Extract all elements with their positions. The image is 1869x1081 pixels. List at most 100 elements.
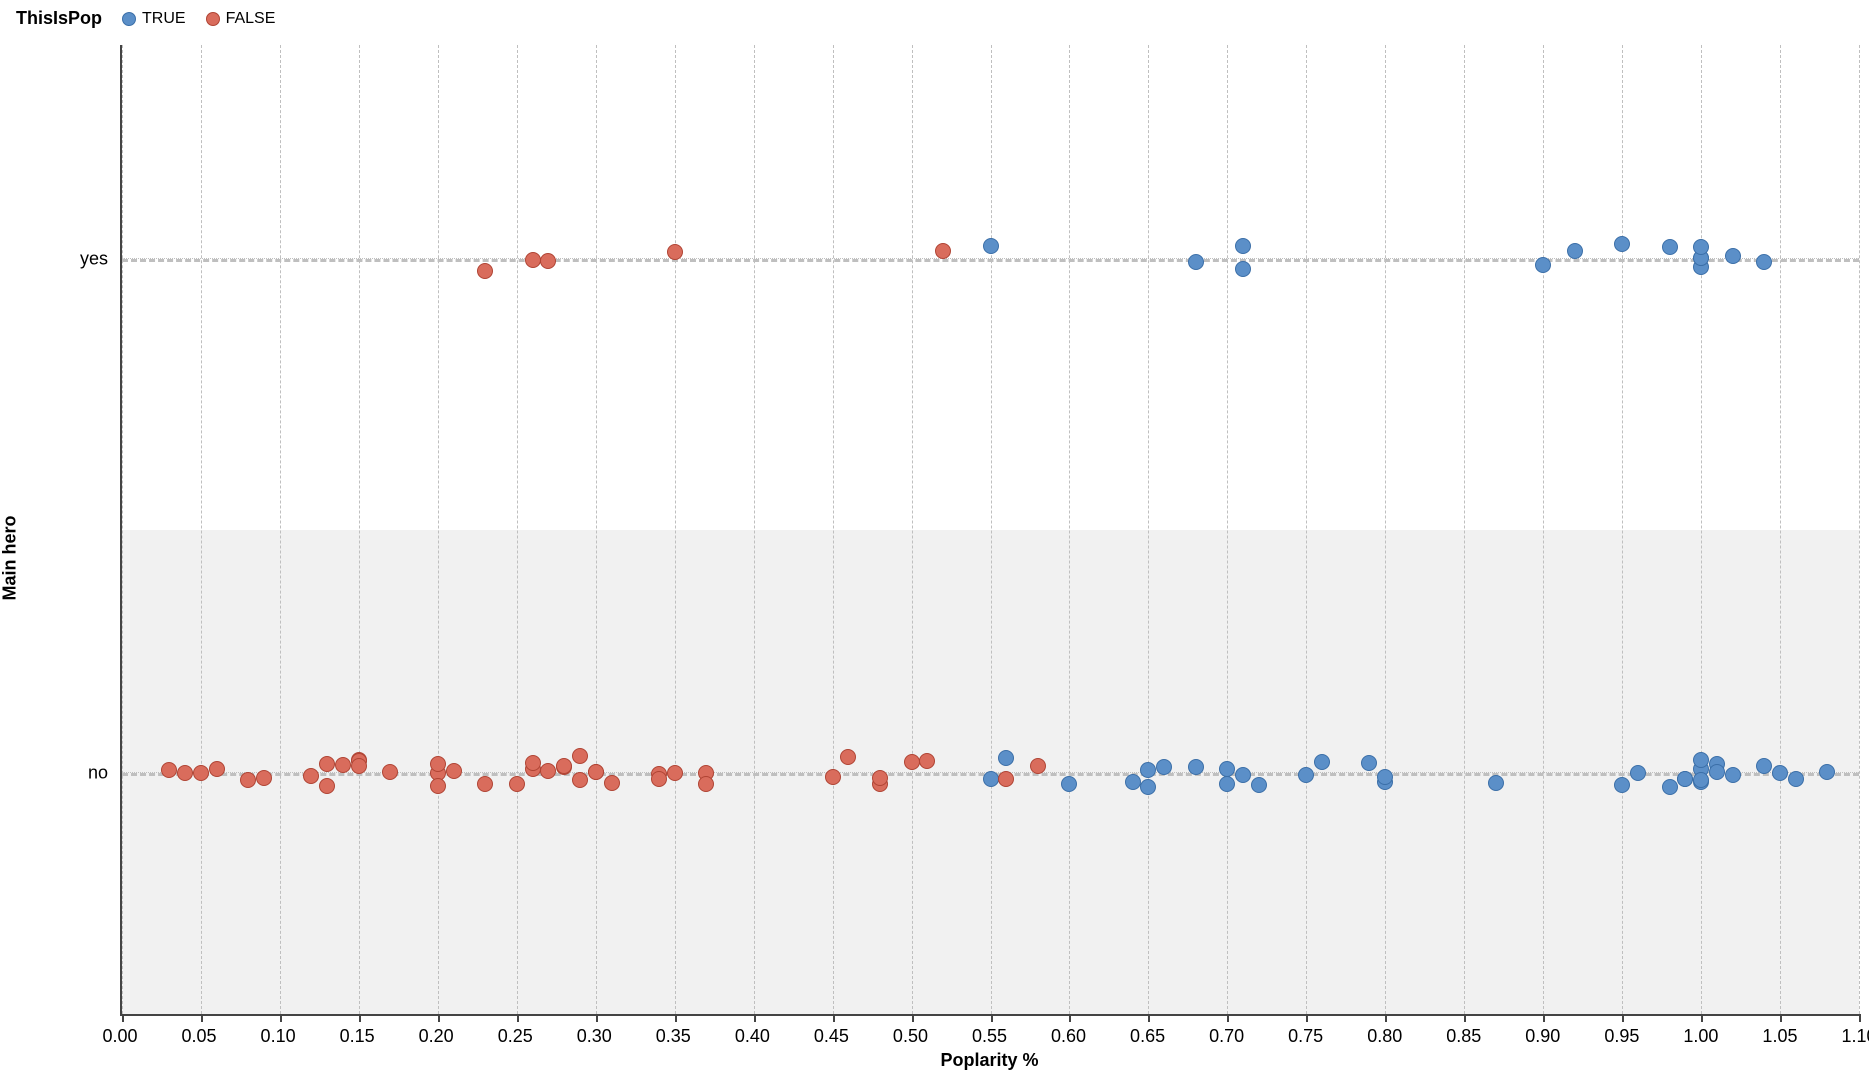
scatter-point <box>525 252 541 268</box>
scatter-point <box>1030 758 1046 774</box>
legend-title: ThisIsPop <box>16 8 102 29</box>
chart-root: ThisIsPop TRUE FALSE Main hero no yes Pop… <box>0 0 1869 1081</box>
scatter-point <box>651 771 667 787</box>
scatter-point <box>430 778 446 794</box>
scatter-point <box>351 758 367 774</box>
legend-label-true: TRUE <box>142 10 186 28</box>
x-tick-label: 0.75 <box>1288 1026 1323 1047</box>
plot-area <box>120 45 1859 1016</box>
x-gridline <box>675 45 676 1014</box>
scatter-point <box>1125 774 1141 790</box>
scatter-point <box>983 238 999 254</box>
x-tick-label: 0.30 <box>577 1026 612 1047</box>
x-tick-label: 0.45 <box>814 1026 849 1047</box>
scatter-point <box>919 753 935 769</box>
scatter-point <box>1677 771 1693 787</box>
scatter-point <box>1219 761 1235 777</box>
x-tick-label: 0.40 <box>735 1026 770 1047</box>
scatter-point <box>1361 755 1377 771</box>
scatter-point <box>335 757 351 773</box>
x-tick-label: 0.70 <box>1209 1026 1244 1047</box>
scatter-point <box>1219 776 1235 792</box>
x-tick-label: 0.20 <box>419 1026 454 1047</box>
x-gridline <box>517 45 518 1014</box>
x-gridline <box>1227 45 1228 1014</box>
x-tick-label: 0.60 <box>1051 1026 1086 1047</box>
scatter-point <box>1693 239 1709 255</box>
x-tick-label: 0.05 <box>182 1026 217 1047</box>
scatter-point <box>1630 765 1646 781</box>
y-gridline <box>122 258 1859 262</box>
scatter-point <box>1156 759 1172 775</box>
scatter-point <box>1251 777 1267 793</box>
scatter-point <box>1725 248 1741 264</box>
x-gridline <box>1306 45 1307 1014</box>
scatter-point <box>556 758 572 774</box>
x-gridline <box>1701 45 1702 1014</box>
scatter-point <box>935 243 951 259</box>
x-tick-label: 0.00 <box>102 1026 137 1047</box>
x-gridline <box>1622 45 1623 1014</box>
y-axis-label: Main hero <box>0 515 21 600</box>
scatter-point <box>1709 764 1725 780</box>
scatter-point <box>1188 254 1204 270</box>
scatter-point <box>209 761 225 777</box>
scatter-point <box>1614 777 1630 793</box>
scatter-point <box>667 765 683 781</box>
x-gridline <box>1780 45 1781 1014</box>
x-tick-label: 0.25 <box>498 1026 533 1047</box>
scatter-point <box>382 764 398 780</box>
scatter-point <box>1662 779 1678 795</box>
scatter-point <box>1061 776 1077 792</box>
scatter-point <box>698 776 714 792</box>
scatter-point <box>1756 254 1772 270</box>
x-tick-label: 1.10 <box>1841 1026 1869 1047</box>
scatter-point <box>1140 779 1156 795</box>
scatter-point <box>572 748 588 764</box>
scatter-point <box>319 756 335 772</box>
scatter-point <box>1819 764 1835 780</box>
scatter-point <box>525 755 541 771</box>
legend-swatch-false <box>206 12 220 26</box>
x-tick-label: 0.15 <box>340 1026 375 1047</box>
scatter-point <box>1235 261 1251 277</box>
legend-item-false: FALSE <box>206 10 276 28</box>
scatter-point <box>1567 243 1583 259</box>
scatter-point <box>1725 767 1741 783</box>
y-tick-label: no <box>88 763 108 784</box>
scatter-point <box>1614 236 1630 252</box>
scatter-point <box>983 771 999 787</box>
x-tick-label: 0.90 <box>1525 1026 1560 1047</box>
scatter-point <box>1788 771 1804 787</box>
x-gridline <box>833 45 834 1014</box>
scatter-point <box>998 750 1014 766</box>
x-gridline <box>201 45 202 1014</box>
scatter-point <box>1298 767 1314 783</box>
scatter-point <box>1772 765 1788 781</box>
x-gridline <box>1069 45 1070 1014</box>
scatter-point <box>177 765 193 781</box>
y-tick-label: yes <box>80 248 108 269</box>
scatter-point <box>1235 767 1251 783</box>
x-axis-label: Poplarity % <box>940 1050 1038 1071</box>
x-tick-label: 0.10 <box>261 1026 296 1047</box>
chart-wrap: Main hero no yes Poplarity % 0.00 0.05 0.10… <box>0 45 1859 1071</box>
scatter-point <box>1535 257 1551 273</box>
x-tick-label: 0.95 <box>1604 1026 1639 1047</box>
main-column: Poplarity % 0.000.050.100.150.200.250.30… <box>120 45 1859 1071</box>
x-gridline <box>359 45 360 1014</box>
scatter-point <box>1314 754 1330 770</box>
scatter-point <box>240 772 256 788</box>
scatter-point <box>509 776 525 792</box>
scatter-point <box>872 770 888 786</box>
scatter-point <box>1662 239 1678 255</box>
legend-swatch-true <box>122 12 136 26</box>
scatter-point <box>1693 752 1709 768</box>
x-gridline <box>991 45 992 1014</box>
x-tick-label: 0.65 <box>1130 1026 1165 1047</box>
x-gridline <box>1543 45 1544 1014</box>
y-axis: Main hero no yes <box>0 45 120 1071</box>
scatter-point <box>1235 238 1251 254</box>
scatter-point <box>1188 759 1204 775</box>
x-gridline <box>596 45 597 1014</box>
